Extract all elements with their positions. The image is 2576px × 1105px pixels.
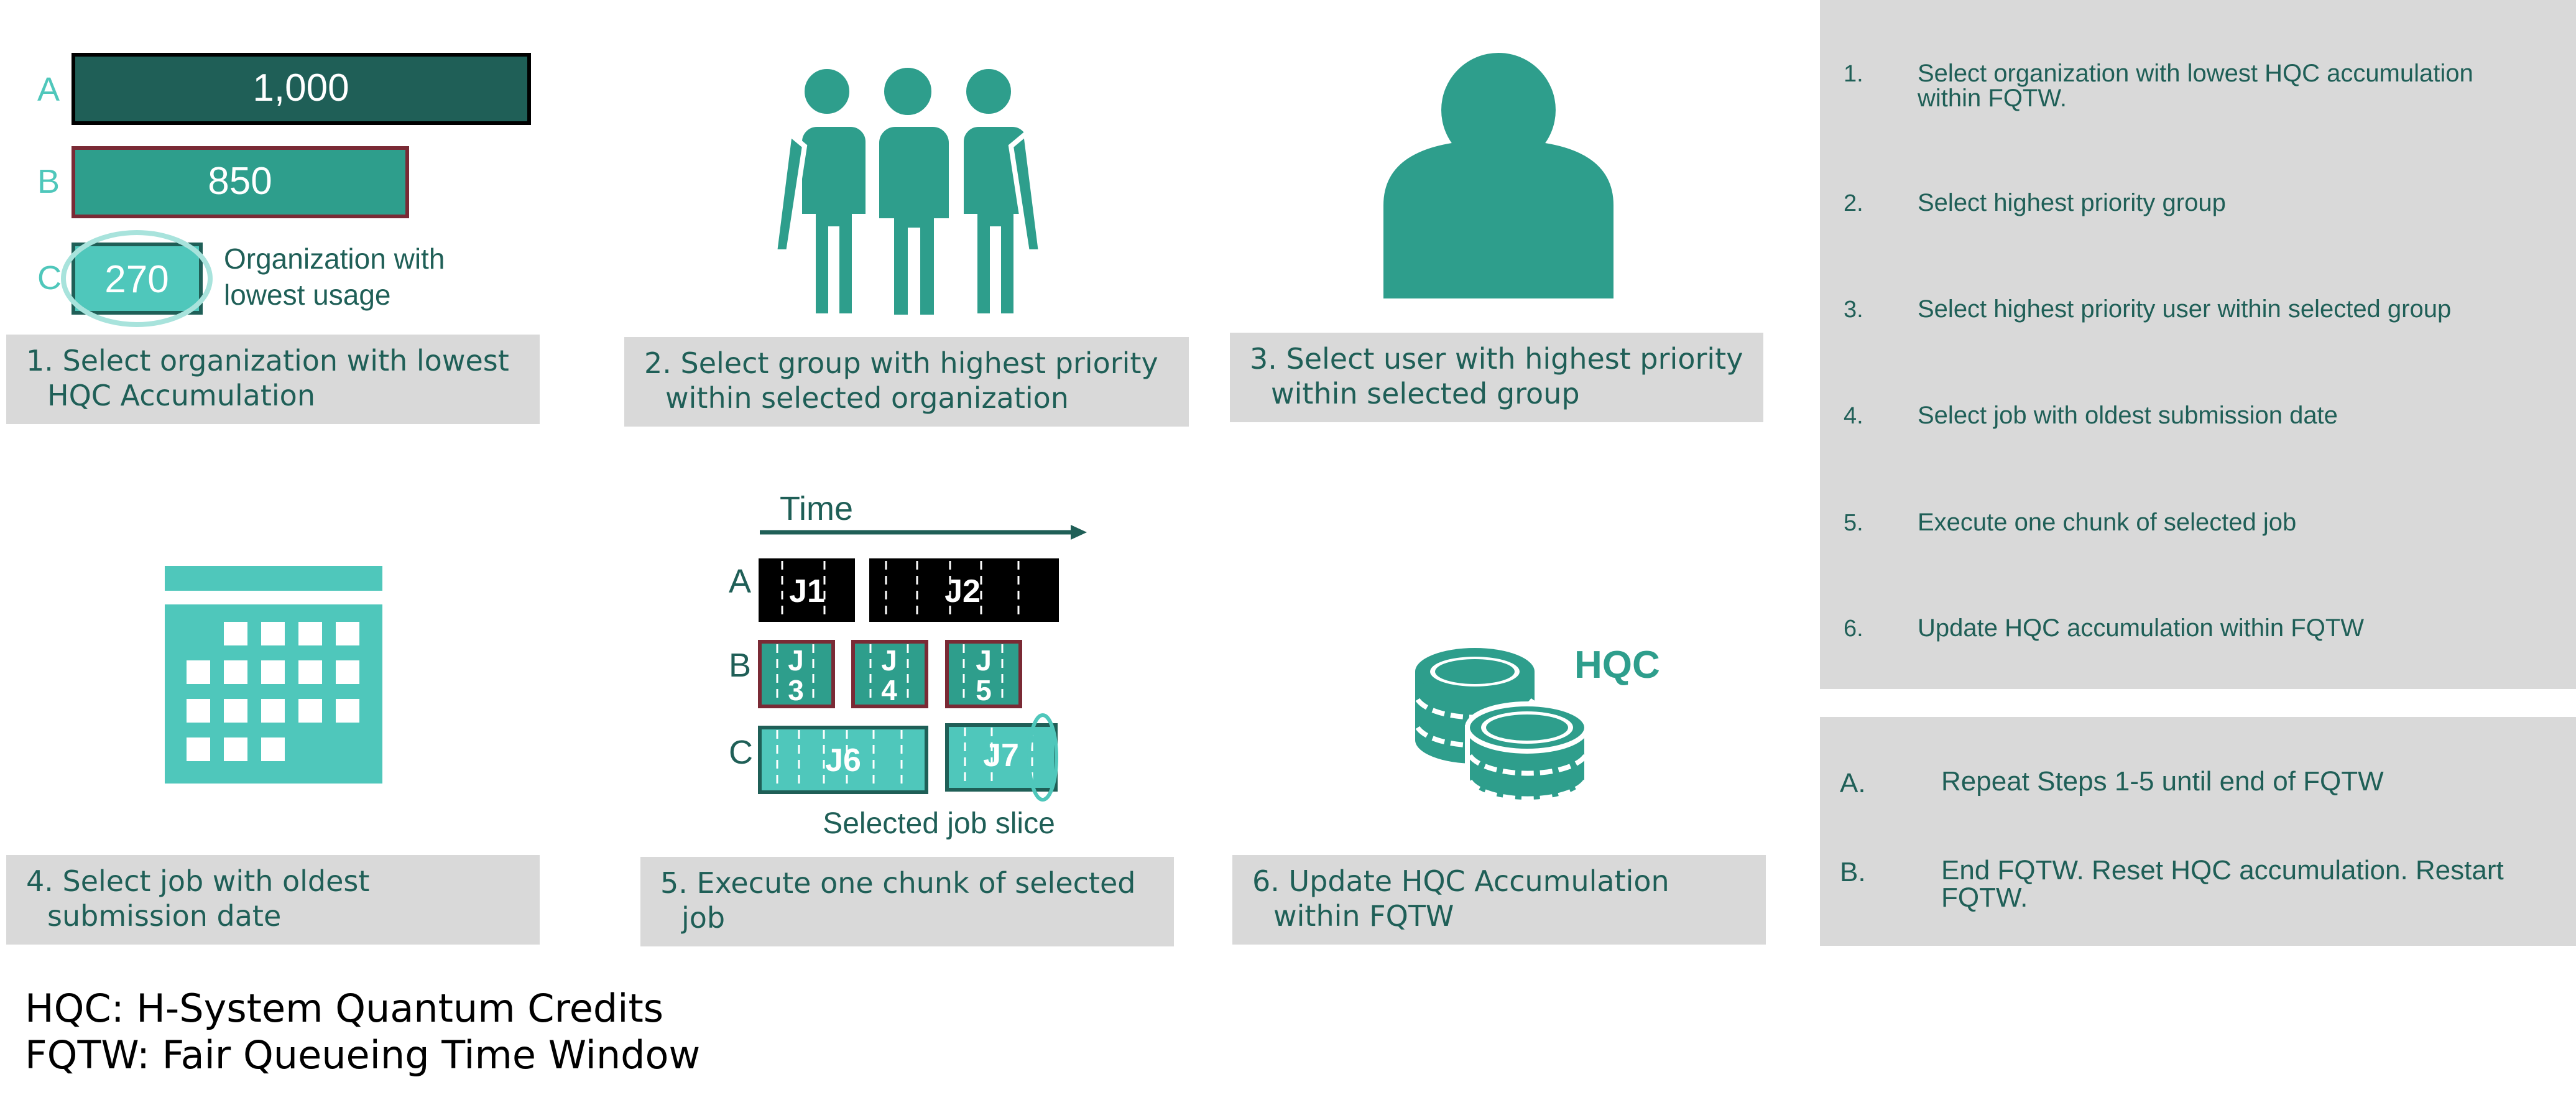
note-a-letter: A. — [1840, 768, 1866, 798]
hqc-label: HQC — [1574, 644, 1660, 687]
job-timeline-graphic: Time A B C J1 J2 J 3 J 4 J 5 J6 J7 Selec… — [729, 490, 1087, 840]
selected-slice-highlight — [1027, 713, 1058, 802]
bar-b-value: 850 — [208, 160, 272, 203]
bar-a — [72, 53, 531, 125]
step-1-text: Select organization with lowest HQC accu… — [1918, 61, 2546, 111]
legend-hqc: HQC: H-System Quantum Credits — [25, 986, 664, 1031]
note-b-line-1: End FQTW. Reset HQC accumulation. Restar… — [1941, 855, 2504, 885]
user-icon — [1383, 53, 1613, 298]
caption-2-line-2: within selected organization — [665, 381, 1069, 415]
step-5-number: 5. — [1844, 510, 1863, 536]
caption-1-line-2: HQC Accumulation — [47, 379, 315, 412]
steps-list-panel: 1. Select organization with lowest HQC a… — [1820, 0, 2576, 689]
caption-step-5: 5. Execute one chunk of selected job — [640, 857, 1174, 946]
step-6-text: Update HQC accumulation within FQTW — [1918, 614, 2365, 642]
note-b-letter: B. — [1840, 857, 1866, 887]
row-label-a: A — [37, 71, 60, 108]
step-1-line-2: within FQTW. — [1918, 85, 2067, 112]
job-j2 — [869, 558, 1059, 622]
caption-3-line-1: 3. Select user with highest priority — [1250, 342, 1743, 376]
caption-1-line-1: 1. Select organization with lowest — [26, 344, 509, 377]
step-5-text: Execute one chunk of selected job — [1918, 509, 2297, 536]
job-j3-label-b: 3 — [788, 674, 804, 706]
caption-5-line-1: 5. Execute one chunk of selected — [660, 866, 1136, 900]
job-j6-label: J6 — [825, 742, 861, 779]
caption-step-6: 6. Update HQC Accumulation within FQTW — [1232, 855, 1766, 945]
timeline-row-c: C — [729, 734, 753, 771]
note-a-text: Repeat Steps 1-5 until end of FQTW — [1941, 766, 2384, 797]
job-j5-label-b: 5 — [976, 674, 992, 706]
coins-icon: HQC — [1415, 644, 1660, 805]
legend-fqtw: FQTW: Fair Queueing Time Window — [25, 1032, 701, 1078]
step-4-text: Select job with oldest submission date — [1918, 402, 2338, 429]
job-j7-label: J7 — [983, 737, 1019, 774]
note-b-line-2: FQTW. — [1941, 882, 2028, 913]
row-label-c: C — [37, 259, 62, 297]
step-4-number: 4. — [1844, 403, 1863, 429]
job-j4-label-a: J — [881, 644, 897, 677]
caption-2-line-1: 2. Select group with highest priority — [644, 346, 1158, 380]
bar-c — [72, 243, 203, 315]
step-1-line-1: Select organization with lowest HQC accu… — [1918, 60, 2473, 87]
calendar-icon — [165, 566, 382, 784]
note-b-text: End FQTW. Reset HQC accumulation. Restar… — [1941, 857, 2563, 912]
caption-3-line-2: within selected group — [1271, 377, 1580, 410]
caption-6-line-2: within FQTW — [1273, 899, 1454, 933]
bar-c-value: 270 — [104, 258, 169, 301]
caption-4-line-1: 4. Select job with oldest — [26, 864, 370, 898]
bar-b — [72, 146, 409, 218]
job-j3-label-a: J — [788, 644, 804, 677]
bar-a-value: 1,000 — [252, 67, 349, 109]
step-2-text: Select highest priority group — [1918, 189, 2226, 216]
caption-5-line-2: job — [681, 901, 726, 935]
job-j4-label-b: 4 — [881, 674, 897, 706]
time-label: Time — [780, 490, 853, 527]
job-j5-label-a: J — [976, 644, 992, 677]
job-j4 — [851, 640, 928, 708]
step-3-text: Select highest priority user within sele… — [1918, 295, 2452, 323]
job-j1-label: J1 — [789, 573, 825, 609]
step-3-number: 3. — [1844, 297, 1863, 323]
caption-4-line-2: submission date — [47, 899, 282, 933]
caption-step-4: 4. Select job with oldest submission dat… — [6, 855, 540, 945]
step-2-number: 2. — [1844, 190, 1863, 216]
notes-panel: A. Repeat Steps 1-5 until end of FQTW B.… — [1820, 717, 2576, 946]
job-j3 — [758, 640, 835, 708]
caption-step-2: 2. Select group with highest priority wi… — [624, 337, 1189, 427]
job-j2-label: J2 — [944, 573, 981, 609]
job-j6 — [758, 726, 928, 794]
caption-6-line-1: 6. Update HQC Accumulation — [1252, 864, 1669, 898]
row-label-b: B — [37, 163, 60, 200]
lowest-usage-highlight — [61, 230, 213, 327]
annotation-line-1: Organization with — [224, 243, 445, 275]
annotation-line-2: lowest usage — [224, 279, 391, 311]
selected-job-slice-label: Selected job slice — [823, 807, 1055, 840]
timeline-row-a: A — [729, 563, 751, 600]
usage-bars-graphic: A 1,000 B 850 C 270 Organization with lo… — [37, 53, 531, 327]
step-6-number: 6. — [1844, 616, 1863, 642]
job-j1 — [759, 558, 855, 622]
timeline-row-b: B — [729, 647, 751, 684]
caption-step-1: 1. Select organization with lowest HQC A… — [6, 335, 540, 424]
step-1-number: 1. — [1844, 61, 1863, 87]
job-j5 — [945, 640, 1022, 708]
group-icon — [772, 63, 1044, 320]
caption-step-3: 3. Select user with highest priority wit… — [1230, 333, 1763, 422]
